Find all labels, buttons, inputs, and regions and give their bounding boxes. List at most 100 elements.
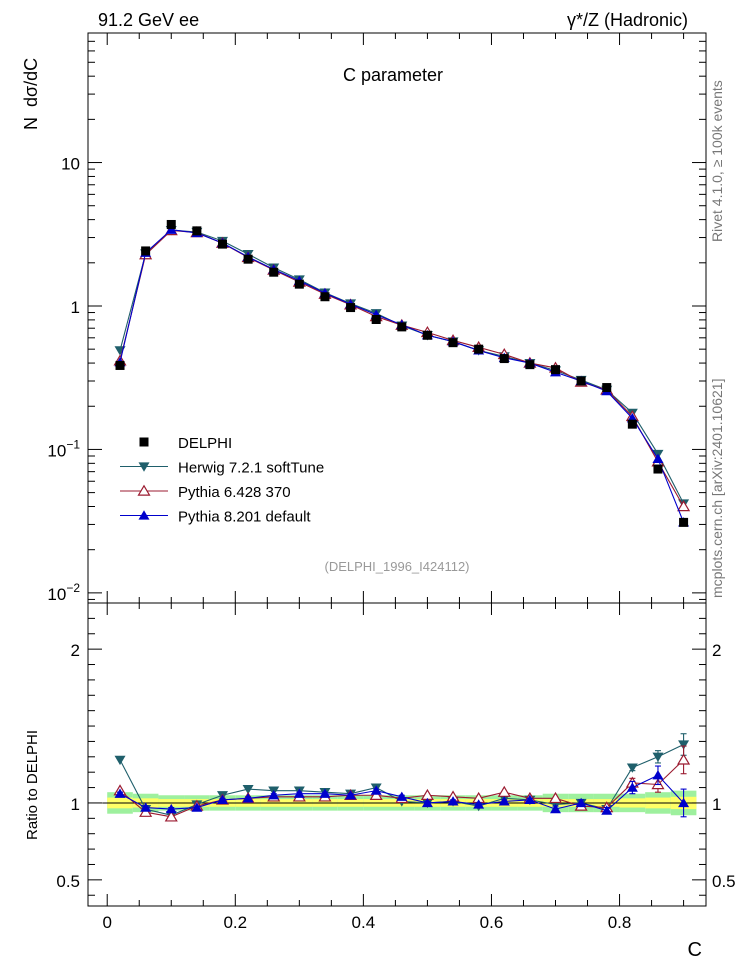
- ratio-point: [626, 763, 638, 773]
- upper-y-tick-label: 1: [71, 298, 80, 317]
- series-pythia-8-201-default: [114, 224, 690, 527]
- tick-exponent: −1: [66, 437, 80, 451]
- ratio-y-label: Ratio to DELPHI: [24, 730, 41, 840]
- x-tick-label: 0.6: [480, 913, 504, 932]
- ratio-point: [652, 770, 664, 780]
- legend-marker: [138, 510, 150, 520]
- ratio-point: [242, 793, 254, 803]
- ratio-point: [114, 788, 126, 798]
- legend-label: Pythia 6.428 370: [178, 484, 291, 501]
- data-point: [320, 292, 330, 302]
- ratio-point: [626, 782, 638, 792]
- ratio-point: [524, 794, 536, 804]
- process-label: γ*/Z (Hadronic): [567, 10, 688, 30]
- y-axis-label: N dσ/dC: [21, 58, 41, 130]
- ratio-y-tick-label-right: 1: [712, 795, 721, 814]
- energy-label: 91.2 GeV ee: [98, 10, 199, 30]
- data-point: [217, 239, 227, 249]
- ratio-plot-frame: [87, 602, 707, 907]
- data-point: [371, 315, 381, 325]
- ratio-point: [370, 785, 382, 795]
- data-point: [602, 383, 612, 393]
- series-delphi: [115, 219, 689, 527]
- ratio-point: [268, 790, 280, 800]
- legend-marker: [139, 437, 149, 447]
- ratio-point: [165, 803, 177, 814]
- ratio-y-tick-label: 2: [71, 641, 80, 660]
- x-tick-label: 0.8: [608, 913, 632, 932]
- ratio-point: [575, 797, 587, 808]
- ratio-point: [677, 753, 691, 765]
- mcplots-label: mcplots.cern.ch [arXiv:2401.10621]: [709, 379, 725, 598]
- ratio-y-tick-label-right: 2: [712, 641, 721, 660]
- ratio-series-pythia-8-201-default: [114, 765, 690, 818]
- data-point: [269, 267, 279, 277]
- ratio-point: [473, 799, 485, 809]
- ratio-point: [601, 805, 613, 815]
- data-point: [499, 354, 509, 364]
- legend-label: DELPHI: [178, 435, 232, 452]
- data-point: [422, 330, 432, 340]
- x-axis-label: C: [688, 939, 702, 961]
- legend-label: Herwig 7.2.1 softTune: [178, 460, 324, 477]
- ratio-point: [140, 802, 152, 812]
- ratio-point: [548, 791, 563, 804]
- ratio-point: [447, 796, 459, 806]
- data-point: [677, 500, 691, 512]
- ratio-point: [216, 794, 228, 804]
- data-point: [141, 246, 151, 256]
- data-point: [115, 360, 125, 370]
- ratio-point: [164, 810, 178, 822]
- ratio-point: [293, 788, 305, 798]
- ratio-point: [678, 740, 690, 750]
- rivet-label: Rivet 4.1.0, ≥ 100k events: [709, 80, 725, 242]
- data-point: [397, 322, 407, 332]
- data-point: [294, 279, 304, 289]
- data-point: [551, 365, 561, 375]
- ratio-plot: 0.5 0.51 12 20 0.2 0.4 0.6 0.8 Ratio to DELPHI …: [24, 602, 736, 961]
- tick-base: 10: [47, 585, 66, 604]
- ratio-point: [242, 784, 254, 795]
- data-point: [165, 224, 177, 234]
- x-tick-label: 0: [102, 913, 111, 932]
- ratio-point: [678, 797, 690, 808]
- ratio-point: [114, 755, 126, 766]
- data-point: [627, 419, 637, 429]
- upper-y-tick-label: 10−1: [47, 437, 80, 460]
- ratio-point: [498, 796, 510, 806]
- ratio-y-tick-label: 0.5: [56, 872, 80, 891]
- ratio-point: [652, 752, 664, 763]
- ratio-point: [396, 791, 408, 801]
- upper-y-tick-label: 10−2: [47, 581, 80, 604]
- data-point: [653, 464, 663, 474]
- plot-title: C parameter: [343, 65, 443, 85]
- data-point: [243, 254, 253, 264]
- legend: DELPHI Herwig 7.2.1 softTune Pythia 6.428 …: [120, 435, 324, 526]
- tick-exponent: −2: [66, 581, 80, 595]
- data-point: [448, 338, 458, 348]
- data-point: [192, 226, 202, 236]
- legend-marker: [137, 484, 151, 496]
- ratio-point: [345, 790, 357, 800]
- ratio-point: [550, 803, 562, 814]
- ratio-point: [319, 788, 331, 798]
- data-point: [679, 517, 689, 527]
- ratio-point: [421, 797, 433, 808]
- data-point: [474, 344, 484, 354]
- data-point: [346, 303, 356, 313]
- data-point: [652, 453, 664, 463]
- ratio-y-tick-label-right: 0.5: [712, 872, 736, 891]
- ratio-point: [191, 802, 203, 812]
- series-line: [119, 229, 685, 523]
- legend-label: Pythia 8.201 default: [178, 509, 311, 526]
- watermark: (DELPHI_1996_I424112): [324, 559, 469, 574]
- ratio-point: [497, 785, 511, 797]
- data-point: [525, 360, 535, 370]
- ratio-y-tick-label: 1: [71, 795, 80, 814]
- tick-base: 10: [47, 441, 66, 460]
- data-point: [166, 219, 176, 229]
- legend-marker: [138, 462, 150, 472]
- x-tick-label: 0.4: [352, 913, 376, 932]
- data-point: [576, 376, 586, 386]
